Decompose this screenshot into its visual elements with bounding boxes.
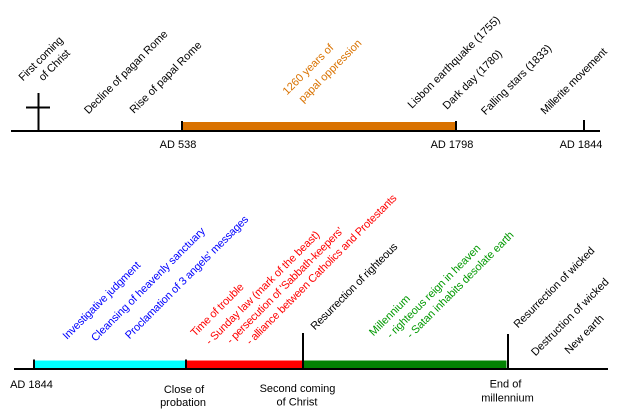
svg-text:End of: End of bbox=[490, 379, 523, 391]
svg-text:AD 1844: AD 1844 bbox=[10, 379, 53, 391]
svg-text:of Christ: of Christ bbox=[277, 397, 318, 409]
svg-text:AD 1798: AD 1798 bbox=[431, 139, 474, 151]
svg-text:Second coming: Second coming bbox=[260, 383, 336, 395]
svg-text:AD 538: AD 538 bbox=[160, 139, 197, 151]
svg-text:millennium: millennium bbox=[481, 393, 534, 405]
svg-text:probation: probation bbox=[160, 397, 206, 409]
svg-text:AD 1844: AD 1844 bbox=[560, 139, 603, 151]
svg-text:Close of: Close of bbox=[164, 384, 205, 396]
